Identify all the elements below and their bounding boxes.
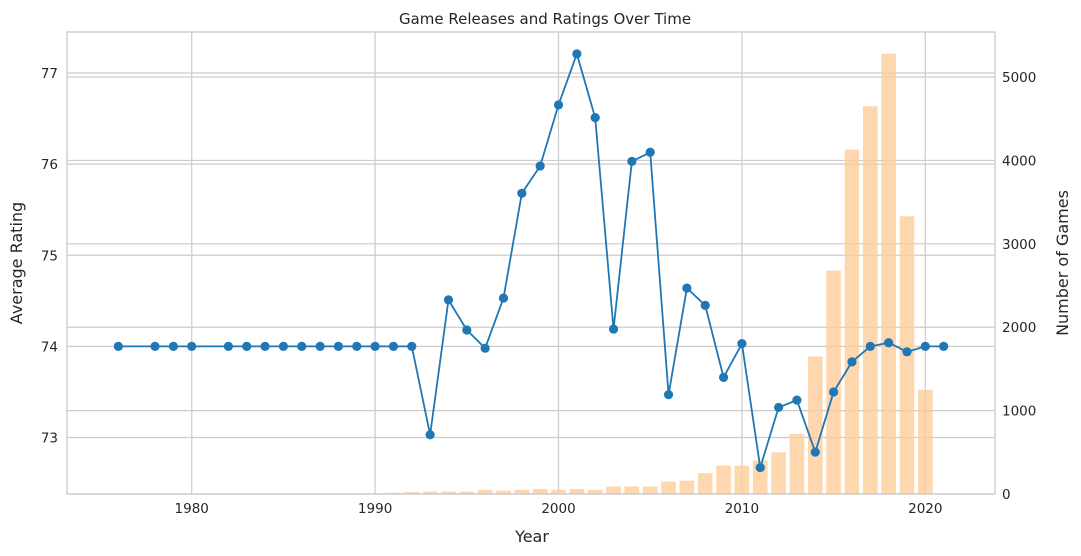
rating-point	[627, 156, 637, 166]
rating-point	[150, 341, 160, 351]
rating-point	[168, 341, 178, 351]
bar	[716, 465, 731, 494]
x-tick-label: 2010	[725, 501, 759, 517]
x-tick-label: 1980	[175, 501, 209, 517]
y-axis-label-left: Average Rating	[7, 202, 26, 324]
bar	[642, 486, 658, 494]
rating-point	[425, 430, 435, 440]
y-tick-label-right: 4000	[1002, 153, 1036, 169]
rating-point	[187, 341, 197, 351]
line-series	[113, 49, 949, 473]
x-tick-label: 1990	[358, 501, 392, 517]
rating-point	[682, 283, 692, 293]
bar	[881, 53, 896, 494]
rating-point	[223, 341, 233, 351]
rating-point	[810, 447, 820, 457]
rating-point	[297, 341, 307, 351]
rating-point	[645, 147, 655, 157]
y-tick-label-left: 74	[41, 339, 58, 355]
bar	[679, 480, 695, 494]
bar	[862, 106, 878, 494]
rating-point	[370, 341, 380, 351]
bar	[734, 465, 750, 494]
y-tick-label-right: 3000	[1002, 237, 1036, 253]
bar-series	[367, 53, 933, 495]
rating-point	[278, 341, 289, 351]
rating-point	[884, 338, 894, 348]
bar	[697, 473, 713, 494]
rating-point	[700, 300, 710, 310]
x-axis-label: Year	[514, 527, 549, 546]
rating-point	[663, 390, 674, 400]
rating-point	[773, 402, 784, 413]
rating-point	[388, 341, 399, 351]
bar	[514, 489, 530, 494]
rating-point	[553, 100, 564, 110]
rating-point	[462, 325, 472, 335]
bar	[404, 491, 420, 494]
tick-labels: 1980 1990 2000 2010 2020 73 74 75 76 77 0 1000 2000 3…	[41, 66, 1037, 517]
rating-point	[443, 295, 454, 305]
rating-point	[480, 343, 490, 353]
y-tick-label-right: 5000	[1002, 70, 1036, 86]
rating-point	[407, 341, 417, 351]
bar	[789, 433, 805, 494]
rating-point	[829, 387, 839, 397]
rating-point	[590, 113, 600, 123]
rating-point	[939, 341, 949, 351]
rating-point	[737, 339, 747, 349]
bar	[422, 491, 438, 494]
axes-border	[66, 31, 996, 495]
chart-title: Game Releases and Ratings Over Time	[399, 10, 691, 28]
bar	[477, 489, 493, 494]
rating-point	[517, 188, 527, 198]
rating-point	[242, 341, 252, 351]
y-tick-label-right: 2000	[1002, 320, 1036, 336]
bar	[826, 270, 841, 494]
rating-point	[718, 372, 729, 382]
y-axis-label-right: Number of Games	[1053, 190, 1072, 336]
bar	[624, 486, 640, 494]
rating-point	[920, 341, 930, 351]
rating-point	[865, 341, 875, 351]
rating-point	[352, 341, 362, 351]
y-tick-label-left: 77	[41, 66, 58, 82]
rating-point	[498, 293, 509, 303]
plot-frame	[66, 31, 996, 495]
rating-point	[260, 341, 270, 351]
bar	[532, 488, 548, 494]
rating-point	[113, 341, 123, 351]
bar	[606, 486, 621, 494]
rating-point	[535, 161, 545, 171]
bar	[551, 489, 566, 494]
bar	[496, 490, 511, 494]
rating-point	[902, 347, 912, 357]
bar	[569, 488, 585, 494]
rating-point	[847, 357, 857, 367]
bar	[917, 389, 933, 494]
x-tick-label: 2020	[908, 501, 942, 517]
rating-point	[608, 324, 619, 334]
bar	[587, 489, 603, 494]
bar	[441, 491, 456, 494]
bar	[771, 452, 786, 494]
y-tick-label-left: 73	[41, 431, 58, 447]
rating-point	[333, 341, 344, 351]
bar	[844, 149, 860, 494]
y-tick-label-left: 75	[41, 248, 58, 264]
y-tick-label-left: 76	[41, 157, 58, 173]
rating-point	[315, 341, 325, 351]
y-tick-label-right: 1000	[1002, 404, 1036, 420]
bar	[459, 491, 475, 494]
bar	[807, 356, 823, 494]
rating-point	[755, 462, 765, 473]
bar	[661, 481, 676, 494]
rating-point	[572, 49, 582, 59]
y-tick-label-right: 0	[1002, 487, 1011, 503]
x-tick-label: 2000	[541, 501, 575, 517]
rating-point	[792, 395, 802, 405]
